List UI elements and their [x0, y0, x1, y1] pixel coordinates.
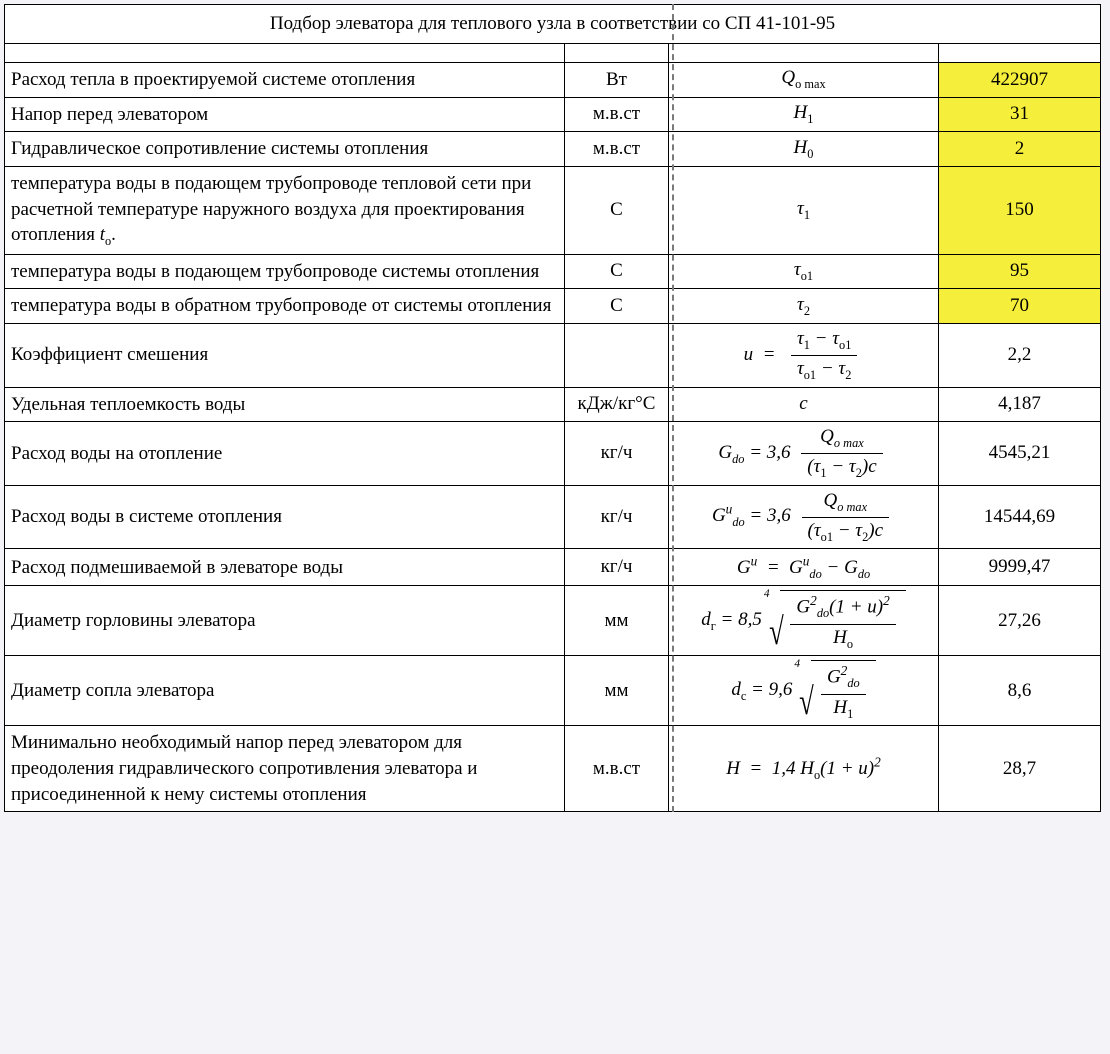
param-value[interactable]: 31 [939, 97, 1101, 132]
param-label: температура воды в подающем трубопроводе… [5, 254, 565, 289]
param-symbol: Gudo = 3,6 Qо max(τо1 − τ2)c [669, 485, 939, 549]
param-label: Расход воды в системе отопления [5, 485, 565, 549]
param-unit: С [565, 289, 669, 324]
param-unit: м.в.ст [565, 97, 669, 132]
param-value[interactable]: 70 [939, 289, 1101, 324]
param-symbol: H0 [669, 132, 939, 167]
param-label: Расход воды на отопление [5, 422, 565, 486]
table-row: Расход воды на отоплениекг/чGdo = 3,6 Qо… [5, 422, 1101, 486]
param-unit: м.в.ст [565, 132, 669, 167]
param-value: 4,187 [939, 387, 1101, 422]
param-symbol: Gu = Gudo − Gdo [669, 549, 939, 586]
param-unit: С [565, 254, 669, 289]
spacer-row [5, 44, 1101, 63]
param-value: 2,2 [939, 323, 1101, 387]
param-unit [565, 323, 669, 387]
param-symbol: τ2 [669, 289, 939, 324]
param-symbol: Gdo = 3,6 Qо max(τ1 − τ2)c [669, 422, 939, 486]
param-unit: кДж/кг°С [565, 387, 669, 422]
param-value[interactable]: 150 [939, 166, 1101, 254]
table-row: температура воды в обратном трубопроводе… [5, 289, 1101, 324]
table-row: Гидравлическое сопротивление системы ото… [5, 132, 1101, 167]
param-label: Расход подмешиваемой в элеваторе воды [5, 549, 565, 586]
table-row: Расход воды в системе отоплениякг/чGudo … [5, 485, 1101, 549]
param-value: 14544,69 [939, 485, 1101, 549]
param-label: температура воды в подающем трубопроводе… [5, 166, 565, 254]
param-label: Напор перед элеватором [5, 97, 565, 132]
param-value[interactable]: 2 [939, 132, 1101, 167]
table-row: Удельная теплоемкость водыкДж/кг°Сc4,187 [5, 387, 1101, 422]
param-label: Диаметр сопла элеватора [5, 656, 565, 726]
param-value: 9999,47 [939, 549, 1101, 586]
param-value: 27,26 [939, 586, 1101, 656]
param-unit: кг/ч [565, 549, 669, 586]
param-value: 8,6 [939, 656, 1101, 726]
param-unit: мм [565, 656, 669, 726]
param-label: Гидравлическое сопротивление системы ото… [5, 132, 565, 167]
param-symbol: τ1 [669, 166, 939, 254]
param-unit: С [565, 166, 669, 254]
param-symbol: H1 [669, 97, 939, 132]
param-symbol: dс = 9,64√G2doH1 [669, 656, 939, 726]
param-label: Минимально необходимый напор перед элева… [5, 726, 565, 812]
elevator-calc-table: Подбор элеватора для теплового узла в со… [4, 4, 1101, 812]
table-row: Минимально необходимый напор перед элева… [5, 726, 1101, 812]
table-row: Напор перед элеваторомм.в.стH131 [5, 97, 1101, 132]
param-value: 4545,21 [939, 422, 1101, 486]
table-row: Диаметр горловины элеватораммdг = 8,54√G… [5, 586, 1101, 656]
param-unit: кг/ч [565, 422, 669, 486]
param-label: Расход тепла в проектируемой системе ото… [5, 63, 565, 98]
table-row: Диаметр сопла элеватораммdс = 9,64√G2doH… [5, 656, 1101, 726]
param-label: температура воды в обратном трубопроводе… [5, 289, 565, 324]
param-symbol: c [669, 387, 939, 422]
param-value: 28,7 [939, 726, 1101, 812]
param-value[interactable]: 422907 [939, 63, 1101, 98]
table-title: Подбор элеватора для теплового узла в со… [5, 5, 1101, 44]
param-unit: мм [565, 586, 669, 656]
table-row: Коэффициент смешения u = τ1 − τо1τо1 − τ2… [5, 323, 1101, 387]
param-unit: м.в.ст [565, 726, 669, 812]
param-unit: кг/ч [565, 485, 669, 549]
param-unit: Вт [565, 63, 669, 98]
param-label: Диаметр горловины элеватора [5, 586, 565, 656]
param-label: Удельная теплоемкость воды [5, 387, 565, 422]
param-value[interactable]: 95 [939, 254, 1101, 289]
table-row: температура воды в подающем трубопроводе… [5, 254, 1101, 289]
table-row: Расход подмешиваемой в элеваторе водыкг/… [5, 549, 1101, 586]
param-symbol: H = 1,4 Hо(1 + u)2 [669, 726, 939, 812]
param-label: Коэффициент смешения [5, 323, 565, 387]
param-symbol: Qо max [669, 63, 939, 98]
table-row: температура воды в подающем трубопроводе… [5, 166, 1101, 254]
param-symbol: dг = 8,54√G2do(1 + u)2Hо [669, 586, 939, 656]
table-row: Расход тепла в проектируемой системе ото… [5, 63, 1101, 98]
param-symbol: u = τ1 − τо1τо1 − τ2 [669, 323, 939, 387]
title-row: Подбор элеватора для теплового узла в со… [5, 5, 1101, 44]
param-symbol: τо1 [669, 254, 939, 289]
